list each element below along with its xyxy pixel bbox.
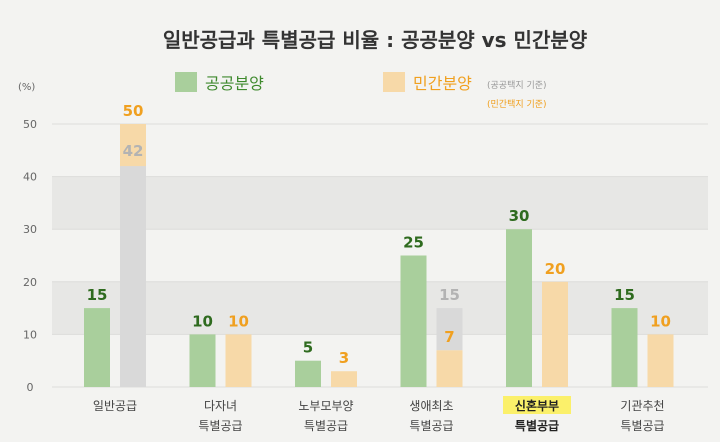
grid-band [52,176,708,230]
bar-private-private-land [120,166,146,387]
category-highlight [503,396,571,414]
category-label: 특별공급 [620,419,664,433]
data-label-private-public-land: 10 [650,312,671,330]
bar-public [611,308,638,387]
y-tick-label: 0 [27,381,34,394]
bar-public [295,360,321,387]
y-tick-label: 10 [23,328,37,341]
data-label-public: 15 [614,286,635,304]
bars [84,124,674,387]
data-label-public: 10 [192,312,213,330]
data-label-private-public-land: 10 [228,312,249,330]
bar-private-public-land [225,334,252,387]
legend: 공공분양 민간분양 (공공택지 기준) (민간택지 기준) [175,72,547,110]
bar-private-public-land [436,350,463,387]
data-label-public: 5 [303,339,313,357]
data-label-private-public-land: 7 [444,328,454,346]
category-label: 기관추천 [620,398,664,413]
y-tick-label: 30 [23,223,37,236]
category-label: 일반공급 [93,399,137,413]
bar-private-public-land [647,334,674,387]
y-axis-label: (%) [18,82,35,93]
data-label-public: 30 [509,207,530,225]
data-label-private-private-land: 15 [439,286,460,304]
legend-label-public: 공공분양 [205,74,264,93]
data-label-private-private-land: 42 [123,142,144,160]
bar-private-public-land [542,281,568,387]
y-tick-label: 40 [23,171,37,184]
category-label: 생애최초 [409,399,453,413]
data-labels: 15 50 42 10 10 5 3 25 15 7 30 20 15 10 [87,102,671,367]
bar-private-private-land [436,308,463,351]
legend-swatch-private [383,72,405,92]
category-label: 노부모부양 [298,399,353,413]
bar-public [400,255,427,387]
bar-public [506,229,532,387]
y-tick-label: 50 [23,118,37,131]
category-label: 특별공급 [515,418,559,433]
bar-public [84,308,110,387]
data-label-public: 15 [87,286,108,304]
category-label: 특별공급 [198,419,242,433]
chart-title: 일반공급과 특별공급 비율 : 공공분양 vs 민간분양 [163,28,588,52]
y-tick-labels: 0 10 20 30 40 50 [23,118,37,394]
grid-band [52,281,708,335]
category-label: 다자녀 [204,399,237,413]
category-label: 신혼부부 [515,398,559,413]
bar-private-public-land [331,371,357,387]
legend-label-private: 민간분양 [413,74,472,93]
data-label-public: 25 [403,234,424,252]
legend-swatch-public [175,72,197,92]
bar-public [189,334,216,387]
legend-note-private-land: (민간택지 기준) [487,99,547,110]
y-tick-label: 20 [23,276,37,289]
category-label: 특별공급 [409,419,453,433]
grid-bands [52,123,708,388]
data-label-private-public-land: 50 [123,102,144,120]
legend-note-public-land: (공공택지 기준) [487,80,547,91]
category-label: 특별공급 [304,419,348,433]
data-label-private-public-land: 20 [545,260,566,278]
data-label-private-public-land: 3 [339,349,349,367]
